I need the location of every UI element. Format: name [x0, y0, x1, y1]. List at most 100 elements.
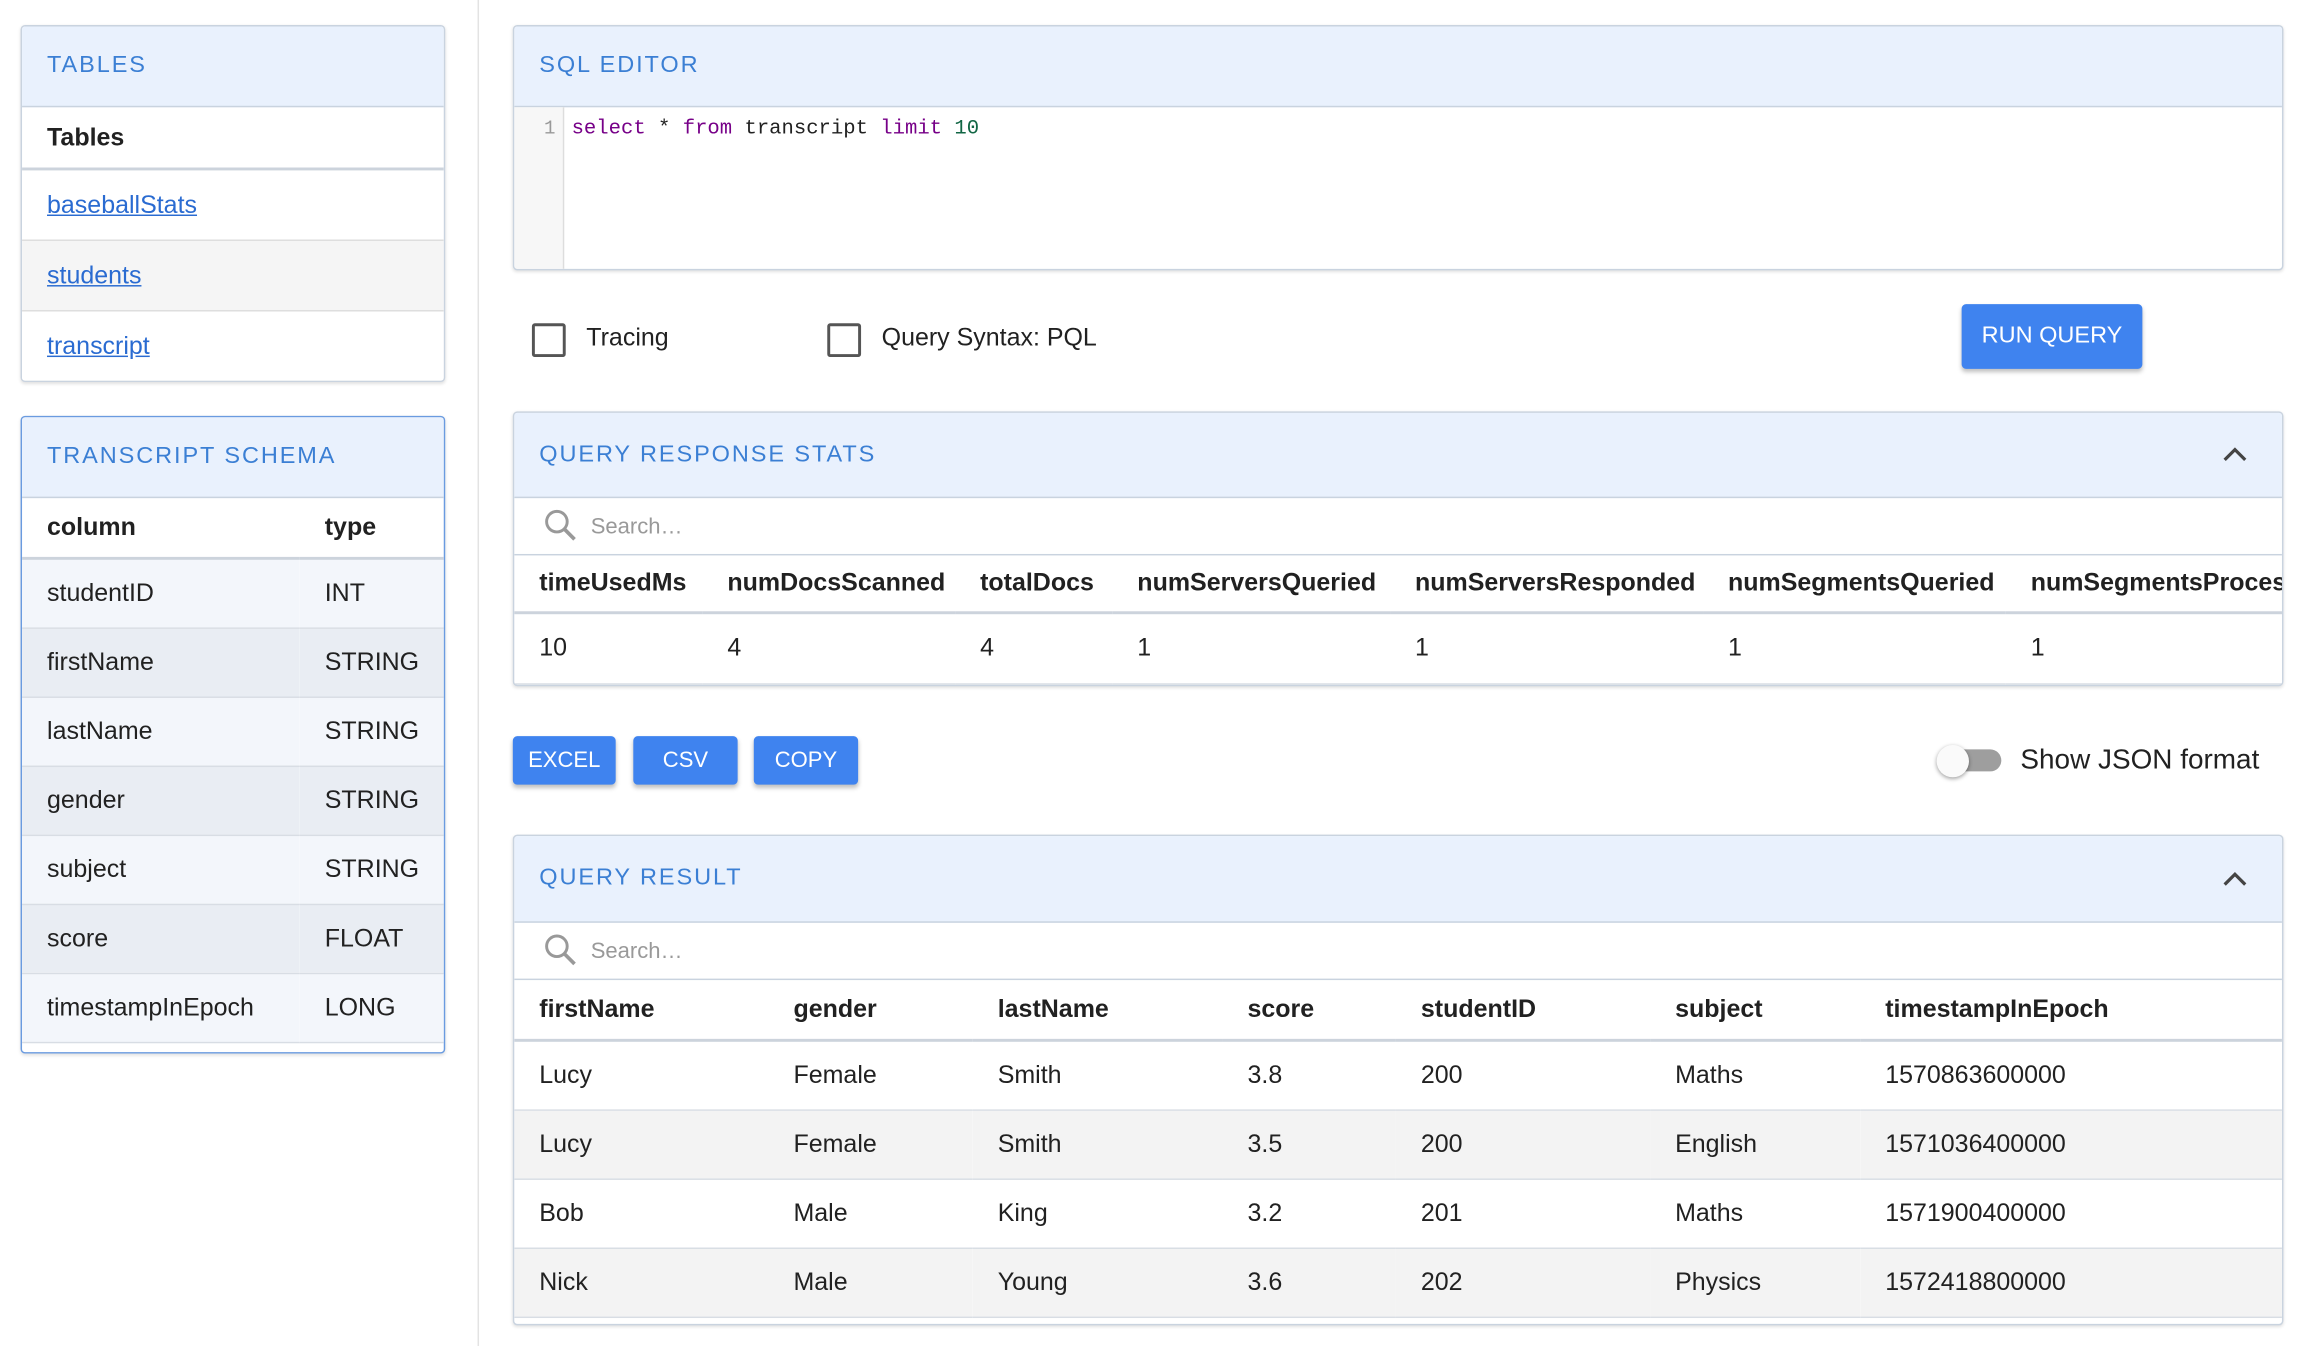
table-link[interactable]: transcript — [47, 331, 150, 360]
result-panel: QUERY RESULT Search… firstName gender last… — [512, 834, 2284, 1326]
column-header: numServersQueried — [1137, 568, 1377, 597]
table-cell: firstName — [47, 647, 154, 676]
table-cell: Smith — [997, 1060, 1062, 1089]
checkbox[interactable] — [827, 323, 862, 358]
table-row: studentID INT — [22, 558, 444, 628]
toggle-knob[interactable] — [1936, 744, 1969, 778]
list-row: transcript — [22, 311, 444, 381]
table-row: score FLOAT — [22, 903, 444, 973]
table-cell: 1 — [1415, 633, 1429, 662]
table-cell: Bob — [539, 1198, 584, 1227]
column-header: timeUsedMs — [539, 568, 687, 597]
table-cell: Nick — [539, 1267, 588, 1296]
schema-panel: TRANSCRIPT SCHEMA column type studentID INT… — [20, 415, 446, 1054]
table-cell: lastName — [47, 716, 153, 745]
panel-title: TRANSCRIPT SCHEMA — [22, 417, 444, 499]
column-header: gender — [793, 994, 877, 1023]
table-row: timestampInEpoch LONG — [22, 972, 444, 1042]
table-cell: 4 — [980, 633, 994, 662]
table-row: gender STRING — [22, 765, 444, 835]
code-token: from — [682, 117, 733, 142]
table-cell: INT — [324, 578, 365, 607]
table-cell: Female — [793, 1129, 877, 1158]
stats-table: timeUsedMs numDocsScanned totalDocs numServ… — [514, 555, 2282, 684]
table-row: 10 4 4 1 1 1 1 — [514, 612, 2282, 684]
table-cell: 1570863600000 — [1885, 1060, 2066, 1089]
table-cell: 1 — [2030, 633, 2045, 662]
table-cell: 3.8 — [1247, 1060, 1283, 1089]
table-cell: LONG — [324, 992, 396, 1021]
panel-title: TABLES — [22, 26, 444, 108]
column-header: numSegmentsQueried — [1728, 568, 1995, 597]
code-token: transcript — [744, 117, 868, 142]
divider — [477, 0, 480, 1346]
table-cell: 200 — [1420, 1060, 1463, 1089]
table-cell: timestampInEpoch — [47, 992, 254, 1021]
line-number: 1 — [514, 107, 565, 269]
export-button[interactable]: EXCEL — [512, 736, 616, 785]
editor-panel: SQL EDITOR 1 select * from transcript li… — [512, 24, 2284, 271]
toggle-label: Show JSON format — [2020, 744, 2260, 776]
table-cell: 4 — [727, 633, 742, 662]
table-cell: gender — [47, 785, 125, 814]
table-cell: King — [997, 1198, 1048, 1227]
table-cell: studentID — [47, 578, 154, 607]
table-cell: score — [47, 923, 109, 952]
table-cell: 3.5 — [1247, 1129, 1283, 1158]
table-cell: 200 — [1420, 1129, 1463, 1158]
table-cell: Lucy — [539, 1060, 593, 1089]
table-cell: 1571036400000 — [1885, 1129, 2066, 1158]
code-token: limit — [880, 117, 943, 142]
table-cell: 202 — [1420, 1267, 1463, 1296]
table-cell: STRING — [324, 854, 420, 883]
collapse-icon[interactable] — [2219, 442, 2251, 466]
tables-panel: TABLES Tables baseballStats students trans… — [20, 24, 446, 383]
column-header: firstName — [539, 994, 655, 1023]
table-cell: Lucy — [539, 1129, 593, 1158]
checkbox-label: Query Syntax: PQL — [881, 323, 1097, 352]
stats-panel: QUERY RESPONSE STATS Search… timeUsedMs n… — [512, 411, 2284, 687]
table-link[interactable]: students — [47, 260, 142, 289]
search-icon — [545, 509, 576, 541]
table-cell: STRING — [324, 716, 420, 745]
table-row: Bob Male King 3.2 201 Maths 1571900400000 — [514, 1178, 2282, 1248]
panel-title: SQL EDITOR — [514, 26, 2282, 108]
list-row: baseballStats — [22, 170, 444, 241]
list-row: students — [22, 240, 444, 312]
table-cell: Physics — [1675, 1267, 1762, 1296]
schema-table: column type studentID INT firstName STRING las… — [22, 498, 444, 1042]
table-row: Lucy Female Smith 3.5 200 English 157103640000… — [514, 1109, 2282, 1179]
code-line[interactable]: select * from transcript limit 10 — [572, 118, 979, 142]
table-row: Nick Male Young 3.6 202 Physics 1572418800000 — [514, 1247, 2282, 1317]
table-cell: Maths — [1675, 1060, 1744, 1089]
search-box[interactable]: Search… — [514, 498, 2282, 556]
code-token: 10 — [954, 117, 980, 142]
table-link[interactable]: baseballStats — [47, 190, 198, 219]
table-cell: STRING — [324, 647, 420, 676]
panel-title: QUERY RESPONSE STATS — [514, 412, 2282, 499]
collapse-icon[interactable] — [2219, 867, 2251, 891]
table-cell: 10 — [539, 633, 568, 662]
search-placeholder: Search… — [590, 938, 683, 964]
panel-title: QUERY RESULT — [514, 836, 2282, 923]
table-cell: 1571900400000 — [1885, 1198, 2066, 1227]
run-button[interactable]: RUN QUERY — [1961, 304, 2143, 369]
table-cell: 1 — [1728, 633, 1742, 662]
result-table: firstName gender lastName score studentID sub… — [514, 980, 2282, 1317]
table-cell: STRING — [324, 785, 420, 814]
column-header: totalDocs — [980, 568, 1094, 597]
table-cell: Male — [793, 1267, 848, 1296]
table-row: firstName STRING — [22, 627, 444, 697]
column-header: numServersResponded — [1415, 568, 1696, 597]
table-row: subject STRING — [22, 834, 444, 904]
search-box[interactable]: Search… — [514, 923, 2282, 981]
export-button[interactable]: COPY — [753, 736, 859, 785]
table-cell: Female — [793, 1060, 877, 1089]
table-cell: 3.6 — [1247, 1267, 1283, 1296]
checkbox-label: Tracing — [586, 323, 669, 352]
export-button[interactable]: CSV — [633, 736, 738, 785]
table-cell: 1572418800000 — [1885, 1267, 2066, 1296]
checkbox[interactable] — [531, 323, 566, 358]
table-cell: Male — [793, 1198, 848, 1227]
